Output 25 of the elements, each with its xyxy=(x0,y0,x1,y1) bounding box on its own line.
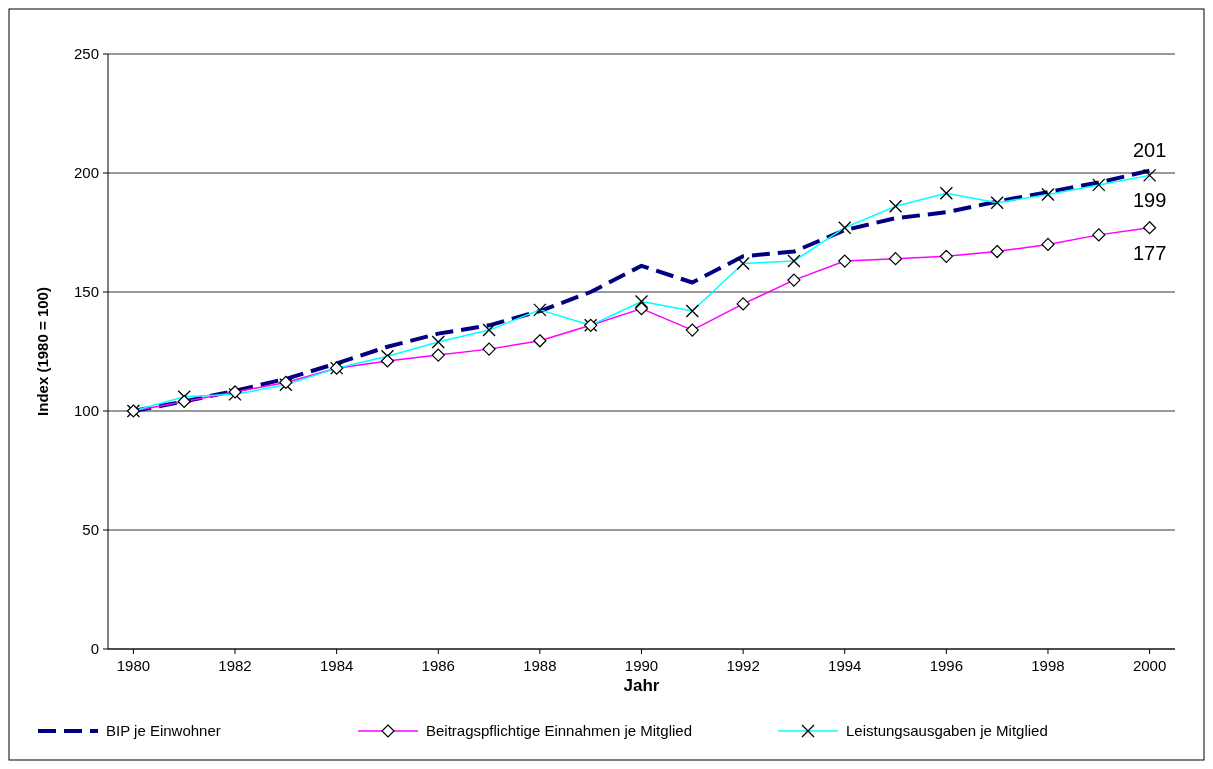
x-axis-title: Jahr xyxy=(623,676,660,695)
y-tick-label: 150 xyxy=(73,283,99,301)
data-label: 199 xyxy=(1132,189,1167,212)
y-tick-label: 0 xyxy=(90,640,99,658)
x-tick-label: 1994 xyxy=(828,657,862,674)
legend-label: Beitragspflichtige Einnahmen je Mitglied xyxy=(426,722,692,740)
x-tick-label: 1990 xyxy=(624,657,659,674)
y-tick-label: 200 xyxy=(73,164,99,182)
y-tick-label: 100 xyxy=(73,402,99,420)
x-tick-label: 1986 xyxy=(421,657,455,674)
data-label: 177 xyxy=(1132,241,1167,264)
y-tick-label: 50 xyxy=(82,521,99,539)
x-tick-label: 2000 xyxy=(1132,657,1167,674)
x-tick-label: 1984 xyxy=(319,657,354,674)
x-tick-label: 1998 xyxy=(1031,657,1065,674)
y-axis-title: Index (1980 = 100) xyxy=(34,287,51,416)
x-tick-label: 1992 xyxy=(726,657,760,674)
x-tick-label: 1980 xyxy=(116,657,151,674)
legend-label: Leistungsausgaben je Mitglied xyxy=(846,722,1048,740)
y-tick-label: 250 xyxy=(73,45,99,63)
data-label: 201 xyxy=(1132,138,1167,161)
x-tick-label: 1982 xyxy=(218,657,252,674)
x-tick-label: 1996 xyxy=(929,657,964,674)
x-tick-label: 1988 xyxy=(523,657,557,674)
legend-label: BIP je Einwohner xyxy=(106,722,221,740)
